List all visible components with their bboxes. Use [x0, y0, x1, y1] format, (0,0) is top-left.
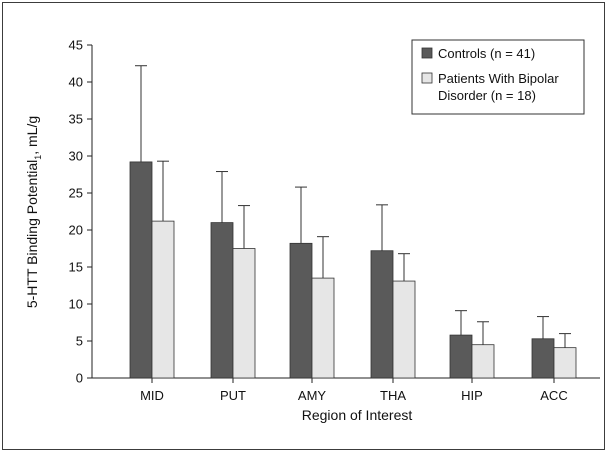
- legend-label-patients-line1: Patients With Bipolar: [438, 71, 559, 86]
- bar-patients: [392, 280, 416, 379]
- y-tick-label: 5: [76, 334, 83, 349]
- x-tick-label: THA: [380, 388, 406, 403]
- bar-patients: [232, 248, 256, 379]
- bar-controls: [449, 334, 473, 379]
- x-tick-labels: MID PUT AMY THA HIP ACC: [140, 388, 568, 403]
- y-axis-label-main: 5-HTT Binding Potential: [24, 160, 40, 308]
- y-tick-label: 35: [69, 112, 83, 127]
- y-axis-label-unit: , mL/g: [24, 116, 40, 155]
- legend-box: [411, 39, 585, 115]
- legend-swatch-controls: [421, 47, 433, 59]
- y-tick-label: 10: [69, 297, 83, 312]
- y-tick-label: 45: [69, 38, 83, 53]
- y-tick-label: 15: [69, 260, 83, 275]
- bar-patients: [151, 220, 175, 379]
- axes: 0 5 10 15 20 25 30 35 40 45: [69, 38, 600, 386]
- x-tick-label: HIP: [461, 388, 483, 403]
- x-tick-label: PUT: [220, 388, 246, 403]
- y-tick-label: 30: [69, 149, 83, 164]
- legend-label-controls: Controls (n = 41): [438, 46, 535, 61]
- y-axis-label: 5-HTT Binding Potential1, mL/g: [24, 116, 43, 308]
- bar-controls: [129, 161, 153, 379]
- bar-controls: [210, 222, 234, 379]
- legend-swatch-patients: [421, 72, 433, 84]
- legend-label-patients-line2: Disorder (n = 18): [438, 88, 536, 103]
- bars: [129, 65, 577, 379]
- y-tick-label: 0: [76, 371, 83, 386]
- bar-controls: [289, 242, 313, 379]
- x-axis-label: Region of Interest: [302, 407, 413, 423]
- y-tick-label: 20: [69, 223, 83, 238]
- y-axis-label-subscript: 1: [33, 155, 43, 160]
- y-tick-label: 25: [69, 186, 83, 201]
- x-tick-label: AMY: [298, 388, 327, 403]
- bar-patients: [311, 277, 335, 379]
- x-tick-label: ACC: [540, 388, 567, 403]
- bar-patients: [471, 344, 495, 379]
- bar-controls: [370, 250, 394, 379]
- x-tick-label: MID: [140, 388, 164, 403]
- y-tick-label: 40: [69, 75, 83, 90]
- bar-patients: [553, 347, 577, 379]
- bar-controls: [531, 338, 555, 379]
- legend: Controls (n = 41) Patients With Bipolar …: [411, 39, 585, 115]
